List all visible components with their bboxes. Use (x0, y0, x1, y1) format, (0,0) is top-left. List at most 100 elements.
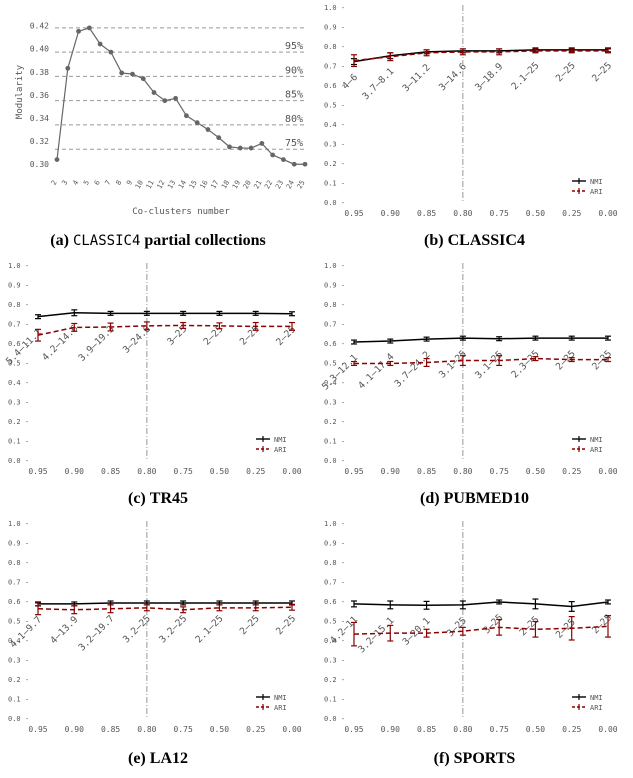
data-point (270, 152, 276, 158)
y-tick-label: 0.7 - (324, 321, 345, 329)
modularity-line (56, 27, 305, 165)
legend-label-ari: ARI (590, 446, 603, 454)
x-tick-label: 0.95 (344, 725, 363, 734)
x-tick-label: 0.25 (562, 467, 581, 476)
x-tick-label: 0.95 (344, 467, 363, 476)
chart-c-tr45: 0.0 - 0.1 - 0.2 - 0.3 - 0.4 - 0.5 - 0.6 - 0.7 -… (4, 262, 302, 476)
x-tick-label: 6 (93, 179, 102, 187)
caption-d: (d) PUBMED10 (316, 490, 633, 508)
y-tick-label: 0.3 - (324, 141, 345, 149)
y-tick-label: 0.2 - (8, 676, 29, 684)
reference-label: 90% (285, 65, 303, 76)
y-tick-label: 0.5 - (324, 360, 345, 368)
y-tick-label: 0.9 - (8, 282, 29, 290)
y-tick-label: 0.4 - (8, 379, 29, 387)
data-point (227, 144, 232, 150)
y-tick-label: 0.5 - (8, 360, 29, 368)
y-tick-label: 0.8 - (324, 301, 345, 309)
x-tick-label: 0.90 (65, 467, 84, 476)
data-point (86, 25, 92, 31)
y-tick-label: 0.6 - (8, 598, 29, 606)
data-point (65, 65, 71, 71)
range-annotation: 3.7–24.2 (393, 349, 433, 389)
data-point (237, 145, 243, 151)
y-tick-label: 0.1 - (324, 180, 345, 188)
x-tick-label: 14 (177, 179, 188, 190)
series-line-nmi (38, 602, 292, 605)
legend-label-nmi: NMI (590, 436, 603, 444)
x-tick-label: 8 (114, 179, 123, 187)
y-tick-label: 0.0 - (8, 457, 29, 465)
caption-f-label: (f) (433, 750, 450, 767)
y-tick-label: 0.7 - (324, 63, 345, 71)
range-annotation: 3.2–19.7 (77, 613, 117, 653)
chart-d-pubmed10: 0.0 - 0.1 - 0.2 - 0.3 - 0.4 - 0.5 - 0.6 - 0.7 -… (320, 262, 618, 476)
range-annotation: 2–25 (238, 613, 262, 637)
y-tick-label: 0.30 (30, 160, 49, 169)
range-annotation: 3–20.1 (401, 615, 433, 647)
y-tick-label: 0.3 - (324, 657, 345, 665)
data-point (194, 120, 200, 126)
y-axis-label: Modularity (15, 64, 25, 119)
x-tick-label: 0.50 (526, 467, 545, 476)
series-line-ari (354, 357, 608, 365)
y-tick-label: 0.40 (30, 45, 49, 54)
legend-label-nmi: NMI (590, 178, 603, 186)
y-tick-label: 0.0 - (8, 715, 29, 723)
data-point (302, 161, 308, 167)
caption-c: (c) TR45 (0, 490, 316, 508)
x-tick-label: 11 (145, 179, 156, 190)
range-annotation: 2–25 (274, 613, 298, 637)
x-tick-label: 0.00 (282, 467, 301, 476)
range-annotation: 3–11.2 (401, 62, 433, 94)
y-tick-label: 0.4 - (324, 121, 345, 129)
x-tick-label: 21 (252, 179, 263, 190)
range-annotation: 2–25 (554, 348, 578, 372)
caption-b: (b) CLASSIC4 (316, 232, 633, 250)
y-tick-label: 0.1 - (8, 696, 29, 704)
x-tick-label: 12 (155, 179, 166, 190)
range-annotation: 4–13.9 (48, 614, 80, 646)
x-tick-label: 24 (285, 179, 296, 190)
legend-label-ari: ARI (274, 704, 287, 712)
x-tick-label: 4 (71, 179, 80, 187)
data-point (281, 157, 286, 163)
x-tick-label: 13 (166, 179, 177, 190)
y-tick-label: 0.36 (30, 91, 49, 100)
caption-b-label: (b) (424, 232, 444, 249)
caption-c-label: (c) (128, 490, 146, 507)
x-tick-label: 0.85 (417, 467, 436, 476)
x-tick-label: 20 (242, 179, 253, 190)
series-line-ari (353, 625, 609, 635)
data-point (173, 95, 179, 101)
series-line-ari (37, 324, 292, 336)
x-tick-label: 0.00 (598, 467, 617, 476)
y-tick-label: 0.8 - (324, 559, 345, 567)
range-annotation: 2–25 (590, 60, 614, 84)
y-tick-label: 0.2 - (324, 160, 345, 168)
x-tick-label: 22 (263, 179, 274, 190)
range-annotation: 2–25 (518, 614, 542, 638)
x-tick-label: 0.80 (137, 467, 156, 476)
chart-a-modularity: 95% 90% 85% 80% 75% 0.30 0.32 0.34 0.36 0.38 0.40 0… (15, 22, 308, 217)
range-annotation: 4.1–17.4 (356, 351, 396, 391)
reference-label: 95% (285, 41, 303, 52)
y-tick-label: 0.34 (30, 114, 49, 123)
series-line-ari (37, 606, 293, 611)
data-point (119, 70, 125, 76)
y-tick-label: 0.7 - (324, 579, 345, 587)
y-tick-label: 0.38 (30, 68, 49, 77)
y-tick-label: 0.6 - (8, 340, 29, 348)
x-tick-label: 7 (104, 179, 113, 187)
y-tick-label: 0.6 - (324, 598, 345, 606)
range-annotation: 3.7–8.1 (360, 66, 396, 102)
y-tick-label: 1.0 - (8, 262, 29, 270)
range-annotation: 3.1–25 (437, 348, 469, 380)
reference-label: 85% (285, 90, 303, 101)
x-tick-label: 0.80 (137, 725, 156, 734)
panel-a: 95% 90% 85% 80% 75% 0.30 0.32 0.34 0.36 0.38 0.40 0… (0, 0, 316, 258)
x-tick-label: 23 (274, 179, 285, 190)
data-point (162, 98, 168, 104)
series-line-ari (353, 50, 608, 62)
x-tick-label: 10 (134, 179, 145, 190)
